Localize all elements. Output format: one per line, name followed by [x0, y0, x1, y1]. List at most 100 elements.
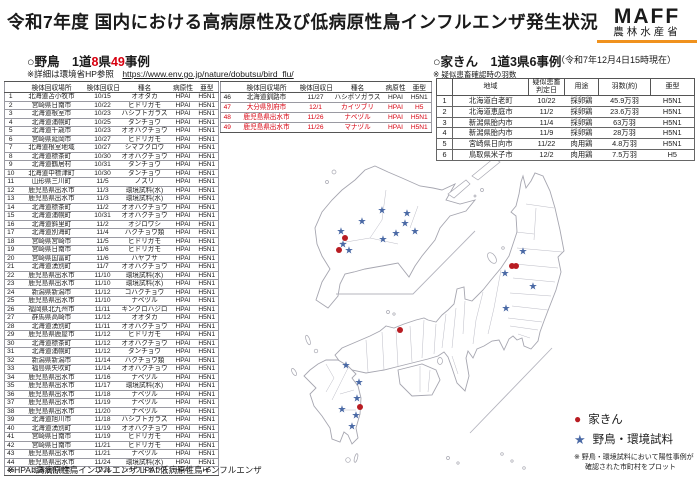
column-header: 病原性 — [383, 81, 408, 93]
wild-bird-marker: ★ — [358, 217, 367, 228]
table-row: 44 鹿児島県出水市 11/24 環境試料(水) HPAI H5N1 — [4, 458, 219, 467]
hokkaido-outline — [314, 165, 477, 309]
table-row: 11 山形県三川町 11/5 ノスリ HPAI H5N1 — [4, 177, 219, 187]
table-row: 5 北海道千歳市 10/23 オオハクチョウ HPAI H5N1 — [4, 126, 219, 136]
table-row: 41 宮崎県日南市 11/19 ヒドリガモ HPAI H5N1 — [4, 432, 219, 442]
table-row: 1 北海道白老町 10/22 採卵鶏 45.9万羽 H5N1 — [436, 95, 695, 107]
table-row: 27 群馬県高崎市 11/12 オオタカ HPAI H5N1 — [4, 313, 219, 323]
table-row: 24 新潟県新潟市 11/12 コハクチョウ HPAI H5N1 — [4, 288, 219, 297]
column-header: 用途 — [564, 78, 599, 96]
table-row: 3 北海道根室市 10/23 ハシブトガラス HPAI H5N1 — [4, 109, 219, 119]
table-header: 検体回収場所 検体回収日 種名 病原性 亜型 — [4, 81, 219, 93]
table-row: 33 福島県矢吹町 11/14 オオハクチョウ HPAI H5N1 — [4, 364, 219, 374]
column-header — [436, 78, 453, 96]
table-row: 3 新潟県胎内市 11/4 採卵鶏 63万羽 H5N1 — [436, 117, 695, 129]
wild-bird-marker: ★ — [338, 405, 347, 416]
table-row: 36 鹿児島県出水市 11/18 ナベヅル HPAI H5N1 — [4, 390, 219, 399]
table-row: 9 北海道鶴居村 10/31 タンチョウ HPAI H5N1 — [4, 160, 219, 170]
poultry-marker — [342, 235, 348, 241]
map-separator-southeast — [469, 347, 553, 434]
wild-bird-marker: ★ — [352, 411, 361, 422]
table-row: 8 北海道標茶町 10/30 オオハクチョウ HPAI H5N1 — [4, 152, 219, 161]
poultry-note: ※ 疑似患畜確認時の羽数 — [433, 70, 517, 79]
table-row: 19 宮崎県日南市 11/6 ヒドリガモ HPAI H5N1 — [4, 245, 219, 255]
table-row: 4 新潟県胎内市 11/9 採卵鶏 28万羽 H5N1 — [436, 127, 695, 140]
table-row: 49 鹿児島県出水市 11/26 マナヅル HPAI H5N1 — [220, 122, 432, 133]
wild-bird-marker: ★ — [378, 206, 387, 217]
hpai-lpai-footnote: ※HPAI:高病原性鳥インフルエンザ LPAI:低病原性鳥インフルエンザ — [7, 465, 262, 475]
wild-bird-marker: ★ — [403, 209, 412, 220]
table-header: 地域 疑似患畜判定日 用途 羽数(約) 亜型 — [436, 78, 695, 96]
maff-logo: MAFF 農林水産省 — [597, 5, 697, 43]
wild-star-icon: ★ — [574, 431, 586, 447]
poultry-table: 地域 疑似患畜判定日 用途 羽数(約) 亜型 1 北海道白老町 10/22 採卵鶏 45.9万羽… — [436, 78, 695, 161]
map-legend: ● 家きん ★ 野鳥・環境試料 ※ 野鳥・環境試料において陽性事例が 確認された… — [574, 411, 694, 472]
wild-bird-marker: ★ — [411, 227, 420, 238]
wild-bird-marker: ★ — [355, 378, 364, 389]
table-row: 26 福岡県北九州市 11/11 キンクロハジロ HPAI H5N1 — [4, 305, 219, 314]
column-header: 地域 — [452, 78, 529, 96]
wild-bird-marker: ★ — [502, 304, 511, 315]
honshu-outline — [334, 172, 565, 392]
column-header: 検体回収場所 — [16, 81, 87, 93]
table-row: 2 北海道恵庭市 11/2 採卵鶏 23.6万羽 H5N1 — [436, 106, 695, 118]
table-row: 46 北海道釧路市 11/27 ハシボソガラス HPAI H5N1 — [220, 92, 432, 103]
env-ministry-link[interactable]: https://www.env.go.jp/nature/dobutsu/bir… — [122, 69, 294, 79]
column-header: 亜型 — [407, 81, 432, 93]
table-row: 38 鹿児島県出水市 11/20 ナベヅル HPAI H5N1 — [4, 407, 219, 416]
table-header: 検体回収場所 検体回収日 種名 病原性 亜型 — [220, 81, 432, 93]
map-separator-hokkaido — [336, 230, 476, 295]
table-row: 35 鹿児島県出水市 11/17 環境試料(水) HPAI H5N1 — [4, 381, 219, 391]
wild-bird-marker: ★ — [337, 227, 346, 238]
poultry-dot-icon: ● — [574, 412, 582, 426]
wild-bird-marker: ★ — [353, 394, 362, 405]
table-row: 6 鳥取県米子市 12/2 肉用鶏 7.5万羽 H5 — [436, 149, 695, 161]
wild-birds-note: ※詳細は環境省HP参照 — [27, 69, 114, 79]
poultry-marker — [336, 247, 342, 253]
table-row: 13 鹿児島県出水市 11/3 環境試料(水) HPAI H5N1 — [4, 194, 219, 204]
wild-bird-marker: ★ — [529, 282, 538, 293]
table-row: 28 北海道湧別町 11/11 オオハクチョウ HPAI H5N1 — [4, 322, 219, 331]
table-row: 25 鹿児島県出水市 11/10 ナベヅル HPAI H5N1 — [4, 296, 219, 306]
column-header: 亜型 — [195, 81, 219, 93]
legend-poultry-label: 家きん — [588, 414, 623, 426]
wild-bird-marker: ★ — [348, 422, 357, 433]
column-header — [4, 81, 17, 93]
legend-wild: ★ 野鳥・環境試料 — [574, 431, 694, 447]
wild-birds-heading: ○野鳥 1道8県49事例 — [27, 55, 150, 69]
table-row: 31 北海道浦幌町 11/12 タンチョウ HPAI H5N1 — [4, 347, 219, 357]
table-row: 42 宮崎県日南市 11/21 ヒドリガモ HPAI H5N1 — [4, 441, 219, 450]
column-header: 検体回収日 — [299, 81, 332, 93]
column-header: 亜型 — [650, 78, 695, 96]
page-title: 令和7年度 国内における高病原性及び低病原性鳥インフルエンザ発生状況 — [7, 12, 599, 32]
table-row: 32 新潟県新潟市 11/14 ハクチョウ類 HPAI H5N1 — [4, 356, 219, 365]
prefecture-borders — [325, 189, 563, 411]
wild-bird-marker: ★ — [401, 219, 410, 230]
column-header: 検体回収場所 — [233, 81, 300, 93]
table-row: 20 宮崎県国富町 11/6 ハヤブサ HPAI H5N1 — [4, 254, 219, 263]
wild-bird-marker: ★ — [342, 361, 351, 372]
table-row: 6 宮崎県延岡市 10/27 ヒドリガモ HPAI H5N1 — [4, 135, 219, 144]
table-row: 34 鹿児島県出水市 11/16 ナベヅル HPAI H5N1 — [4, 373, 219, 382]
table-row: 48 鹿児島県出水市 11/26 ナベヅル HPAI H5N1 — [220, 112, 432, 123]
poultry-marker — [357, 404, 363, 410]
maff-logo-text: MAFF — [613, 5, 681, 28]
poultry-heading: ○家きん 1道3県6事例 — [433, 55, 562, 69]
column-header: 種名 — [331, 81, 384, 93]
table-row: 30 北海道標茶町 11/12 オオハクチョウ HPAI H5N1 — [4, 339, 219, 348]
column-header: 病原性 — [170, 81, 196, 93]
table-row: 12 鹿児島県出水市 11/3 環境試料(水) HPAI H5N1 — [4, 186, 219, 195]
wild-bird-marker: ★ — [339, 240, 348, 251]
table-row: 16 北海道斜里町 11/2 オジロワシ HPAI H5N1 — [4, 220, 219, 229]
column-header: 羽数(約) — [598, 78, 651, 96]
poultry-marker — [513, 263, 519, 269]
table-row: 40 北海道湧別町 11/19 オオハクチョウ HPAI H5N1 — [4, 424, 219, 433]
table-row: 5 宮崎県日向市 11/22 肉用鶏 4.8万羽 H5N1 — [436, 138, 695, 150]
table-row: 18 宮崎県宮崎市 11/5 ヒドリガモ HPAI H5N1 — [4, 237, 219, 246]
table-row: 47 大分県別府市 12/1 カイツブリ HPAI H5 — [220, 102, 432, 113]
wild-bird-table-2: 検体回収場所 検体回収日 種名 病原性 亜型 46 北海道釧路市 11/27 ハシボソガラス H… — [220, 81, 432, 133]
table-row: 45 北海道札幌市 11/28 ハシブトガラス HPAI H5 — [4, 466, 219, 476]
column-header: 疑似患畜判定日 — [528, 78, 565, 96]
table-row: 43 鹿児島県出水市 11/21 ナベヅル HPAI H5N1 — [4, 449, 219, 459]
